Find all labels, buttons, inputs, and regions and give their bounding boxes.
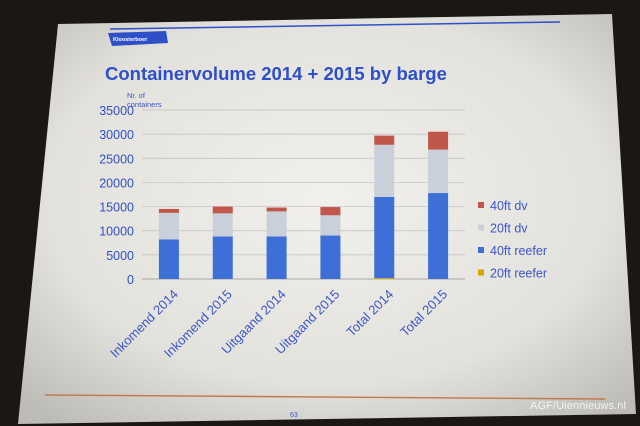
header-rule — [109, 21, 561, 30]
y-tick-label: 30000 — [99, 128, 134, 142]
logo-text: Kloosterboer — [113, 37, 148, 43]
bar-segment — [320, 215, 341, 236]
bar-segment — [158, 212, 179, 240]
logo: Kloosterboer — [108, 31, 168, 46]
y-axis-label-line2: containers — [127, 100, 162, 109]
chart-title: Containervolume 2014 + 2015 by barge — [105, 63, 447, 84]
legend-label: 20ft dv — [490, 222, 528, 236]
bar-segment — [212, 206, 233, 214]
legend-swatch — [478, 224, 484, 231]
y-axis-label-line1: Nr. of — [127, 91, 146, 100]
y-tick-label: 5000 — [106, 249, 134, 263]
legend-swatch — [478, 202, 484, 208]
legend: 40ft dv 20ft dv 40ft reefer 20ft reefer — [478, 199, 547, 281]
legend-label: 40ft dv — [490, 199, 528, 213]
bar-segment — [212, 213, 233, 237]
y-tick-label: 35000 — [99, 104, 134, 118]
y-tick-label: 15000 — [99, 201, 134, 215]
bar-segment — [212, 236, 233, 279]
y-tick-label: 0 — [127, 273, 134, 287]
bar-segment — [320, 207, 341, 216]
bar-segment — [374, 278, 395, 279]
page-number: 63 — [290, 412, 298, 419]
bar-segment — [266, 211, 287, 237]
watermark: AGF/Uiennieuws.nl — [530, 400, 626, 412]
bar-segment — [320, 235, 341, 279]
y-tick-label: 10000 — [99, 225, 134, 239]
bar-segment — [374, 135, 395, 145]
legend-swatch — [478, 247, 484, 253]
y-tick-label: 20000 — [99, 176, 134, 190]
legend-swatch — [478, 269, 484, 276]
legend-label: 40ft reefer — [490, 244, 547, 258]
bar-segment — [158, 208, 179, 213]
bar-segment — [428, 193, 449, 279]
bar-segment — [374, 196, 395, 279]
bar-segment — [428, 131, 449, 150]
bar-segment — [266, 236, 287, 279]
legend-label: 20ft reefer — [490, 267, 547, 281]
bar-segment — [158, 239, 179, 279]
bar-segment — [428, 149, 449, 194]
bar-segment — [266, 207, 287, 212]
footer-rule — [44, 394, 606, 400]
y-tick-label: 25000 — [99, 152, 134, 166]
bar-segment — [374, 144, 395, 197]
